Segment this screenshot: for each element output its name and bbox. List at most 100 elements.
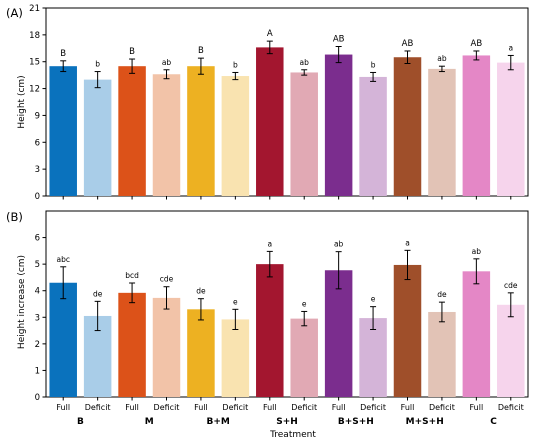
panel-b-error-bar-4 xyxy=(163,286,170,310)
panel-a-bar-2 xyxy=(83,79,112,196)
panel-a-bar-12 xyxy=(428,68,456,196)
panel-a-bar-8 xyxy=(290,72,318,196)
panel-b-significance-letter: de xyxy=(93,289,103,298)
panel-b-significance-letter: e xyxy=(371,295,376,304)
group-label: B xyxy=(77,417,84,427)
panel-b-error-bar-3 xyxy=(129,282,136,304)
panel-a-bar-1 xyxy=(49,66,77,196)
panel-a-significance-letter: a xyxy=(508,43,513,52)
panel-b-bar-1 xyxy=(49,282,77,397)
panel-b-bar-12 xyxy=(428,311,456,397)
panel-a-bar-4 xyxy=(152,74,181,196)
panel-a-error-bar-14 xyxy=(507,54,514,71)
panel-a-error-bar-9 xyxy=(335,45,342,64)
panel-a-error-bar-8 xyxy=(301,69,308,76)
panel-b-y-tick-label: 6 xyxy=(35,234,40,244)
panel-b-error-bar-7 xyxy=(266,250,273,278)
group-label: C xyxy=(490,417,497,427)
panel-a-error-bar-12 xyxy=(438,65,445,73)
panel-a-y-tick-label: 15 xyxy=(29,58,40,68)
group-label: M xyxy=(145,417,154,427)
panel-b-error-bar-12 xyxy=(438,301,445,323)
panel-b-error-bar-14 xyxy=(507,292,514,318)
panel-a-error-bar-1 xyxy=(60,60,67,73)
panel-a-bar-10 xyxy=(359,76,387,196)
panel-a-bar-11 xyxy=(393,57,422,196)
panel-a-y-tick-label: 21 xyxy=(29,4,40,14)
panel-b-y-tick-label: 1 xyxy=(35,366,40,376)
panel-a-y-tick-label: 0 xyxy=(35,192,40,202)
panel-b-y-tick-label: 3 xyxy=(35,313,40,323)
panel-b-error-bar-6 xyxy=(232,308,239,331)
panel-a-bar-13 xyxy=(462,55,491,197)
panel-b-significance-letter: e xyxy=(233,297,238,306)
x-tick-label: Deficit xyxy=(360,403,386,412)
x-tick-label: Deficit xyxy=(498,403,524,412)
panel-b-bar-13 xyxy=(462,271,491,397)
x-tick-label: Deficit xyxy=(85,403,111,412)
panel-a-error-bar-3 xyxy=(129,58,136,74)
panel-b-bar-11 xyxy=(393,264,422,397)
panel-b: (B) Height increase (cm) 0 1 2 3 4 5 6 abc Full d… xyxy=(6,210,529,412)
panel-a-bar-6 xyxy=(221,76,250,196)
panel-a-bar-7 xyxy=(256,47,284,197)
panel-b-significance-letter: a xyxy=(267,239,272,248)
x-tick-label: Deficit xyxy=(154,403,180,412)
panel-b-bar-3 xyxy=(118,292,146,397)
x-tick-label: Deficit xyxy=(429,403,455,412)
x-tick-label: Deficit xyxy=(222,403,248,412)
panel-b-significance-letter: cde xyxy=(504,281,518,290)
panel-a-error-bar-13 xyxy=(473,50,480,61)
panel-a-y-tick-label: 18 xyxy=(29,31,40,41)
panel-b-y-tick-label: 0 xyxy=(35,393,40,403)
panel-b-significance-letter: abc xyxy=(56,255,69,264)
panel-b-error-bar-10 xyxy=(370,306,377,331)
x-tick-label: Full xyxy=(194,403,208,412)
panel-a-bar-9 xyxy=(324,54,353,196)
panel-a-y-axis-label: Height (cm) xyxy=(17,75,27,128)
panel-a-bar-5 xyxy=(187,66,215,196)
panel-a-bar-14 xyxy=(497,62,525,196)
panel-a-significance-letter: B xyxy=(198,46,204,56)
panel-a-significance-letter: AB xyxy=(402,39,414,49)
panel-b-error-bar-8 xyxy=(301,310,308,327)
panel-b-bar-6 xyxy=(221,319,250,397)
x-tick-label: Full xyxy=(125,403,139,412)
panel-b-bar-10 xyxy=(359,318,387,397)
panel-b-error-bar-5 xyxy=(197,298,204,321)
x-tick-label: Full xyxy=(56,403,70,412)
x-tick-label: Deficit xyxy=(291,403,317,412)
panel-b-bar-7 xyxy=(256,264,284,397)
group-label: B+S+H xyxy=(338,417,374,427)
panel-a-label: (A) xyxy=(6,6,23,20)
panel-a-plot-frame xyxy=(45,7,529,197)
panel-b-bar-5 xyxy=(187,309,215,397)
panel-a-y-tick-label: 12 xyxy=(29,85,40,95)
panel-a-y-tick-label: 3 xyxy=(35,165,40,175)
panel-b-significance-letter: e xyxy=(302,299,307,308)
panel-a: (A) Height (cm) 036912151821BbBabBbAabAB… xyxy=(6,4,529,202)
panel-a-significance-letter: B xyxy=(129,47,135,57)
panel-a-significance-letter: b xyxy=(95,60,100,69)
x-axis-title: Treatment xyxy=(269,430,316,440)
panel-a-error-bar-6 xyxy=(232,71,239,81)
panel-a-error-bar-2 xyxy=(94,71,101,89)
panel-b-label: (B) xyxy=(6,210,23,224)
panel-a-significance-letter: b xyxy=(371,60,376,69)
panel-b-plot-frame xyxy=(45,210,529,398)
panel-b-significance-letter: a xyxy=(405,238,410,247)
panel-b-significance-letter: de xyxy=(196,287,206,296)
panel-a-significance-letter: ab xyxy=(162,58,172,67)
panel-b-significance-letter: ab xyxy=(334,240,344,249)
panel-a-error-bar-4 xyxy=(163,69,170,80)
x-tick-label: Full xyxy=(263,403,277,412)
panel-b-y-tick-label: 2 xyxy=(35,340,40,350)
panel-a-significance-letter: A xyxy=(267,29,273,39)
panel-a-significance-letter: b xyxy=(233,60,238,69)
panel-a-significance-letter: ab xyxy=(300,58,310,67)
panel-b-significance-letter: cde xyxy=(160,275,174,284)
panel-a-significance-letter: B xyxy=(60,49,66,59)
panel-b-significance-letter: de xyxy=(437,290,447,299)
panel-b-bar-14 xyxy=(497,304,525,397)
